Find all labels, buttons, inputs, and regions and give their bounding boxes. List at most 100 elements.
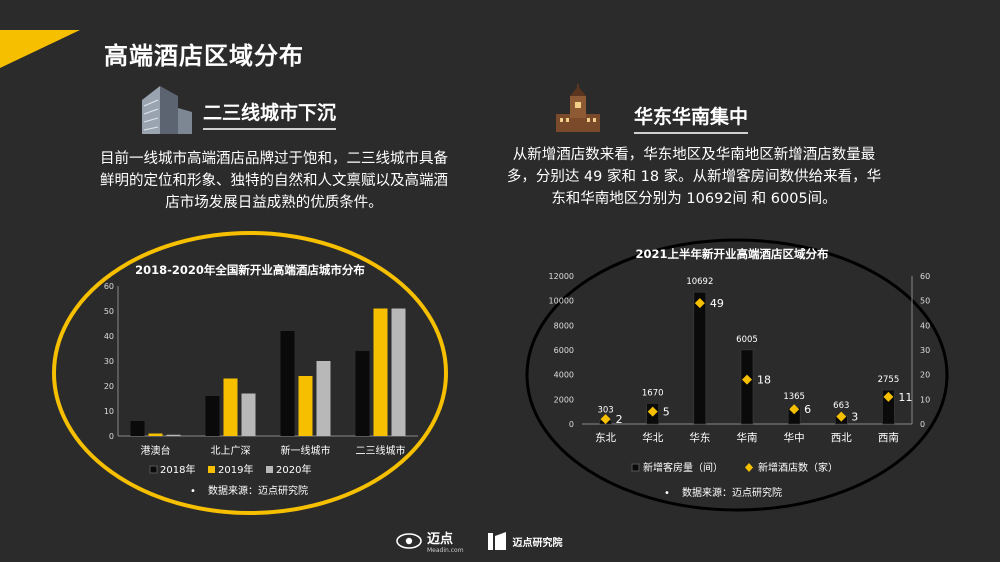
brand2-text: 迈点研究院: [512, 537, 563, 549]
y-tick-label: 2000: [554, 395, 574, 404]
bar-value-label: 6005: [736, 335, 758, 345]
bar: [316, 361, 331, 436]
marker-value-label: 49: [710, 297, 724, 310]
legend-label: 新增酒店数（家）: [758, 461, 838, 474]
bar: [241, 393, 256, 436]
bar-value-label: 2755: [878, 375, 900, 385]
right-paragraph: 从新增酒店数来看，华东地区及华南地区新增酒店数量最多，分别达 49 家和 18 …: [506, 147, 882, 207]
x-tick-label: 新一线城市: [281, 444, 331, 457]
chart-source: 数据来源：迈点研究院: [682, 486, 782, 499]
chart-source: 数据来源：迈点研究院: [208, 484, 308, 497]
brand1-text: 迈点: [427, 532, 454, 547]
bar: [130, 421, 145, 436]
legend-label: 新增客房量（间）: [643, 461, 723, 474]
landmark-icon: [556, 84, 600, 132]
x-tick-label: 港澳台: [141, 444, 171, 457]
x-tick-label: 华北: [642, 431, 663, 444]
y-tick-label: 50: [104, 307, 114, 316]
legend-label: 2018年: [160, 463, 195, 476]
diamond-marker: [742, 374, 752, 385]
diamond-marker: [836, 411, 847, 422]
left-paragraph: 目前一线城市高端酒店品牌过于饱和，二三线城市具备鲜明的定位和形象、独特的自然和人…: [100, 151, 448, 211]
brand1-sub: Meadin.com: [427, 547, 464, 554]
y-tick-label: 12000: [549, 272, 574, 281]
y2-tick-label: 40: [920, 321, 930, 330]
chart-title: 2021上半年新开业高端酒店区域分布: [635, 247, 829, 261]
bar: [740, 349, 754, 425]
bar: [223, 378, 238, 436]
y2-tick-label: 60: [920, 272, 930, 281]
y2-tick-label: 50: [920, 297, 930, 306]
y2-tick-label: 20: [920, 371, 930, 380]
y2-tick-label: 0: [920, 420, 925, 429]
y-tick-label: 60: [104, 282, 114, 291]
y-tick-label: 6000: [554, 346, 574, 355]
x-tick-label: 东北: [595, 431, 617, 444]
y-tick-label: 8000: [554, 321, 574, 330]
y-tick-label: 10: [104, 407, 114, 416]
x-tick-label: 二三线城市: [356, 444, 406, 457]
source-bullet: •: [664, 488, 670, 499]
x-tick-label: 北上广深: [211, 445, 251, 457]
bar-value-label: 663: [833, 401, 849, 411]
legend-label: 2019年: [218, 463, 253, 476]
y2-tick-label: 10: [920, 395, 930, 404]
bar-value-label: 303: [597, 405, 613, 415]
bar: [298, 376, 313, 436]
legend-label: 2020年: [276, 463, 311, 476]
y-tick-label: 20: [104, 382, 114, 391]
region-distribution-chart: 2021上半年新开业高端酒店区域分布 303167010692600513656…: [525, 238, 949, 512]
building-icon: [142, 86, 192, 134]
right-heading: 华东华南集中: [634, 102, 749, 134]
bar: [148, 433, 163, 436]
y-tick-label: 40: [104, 332, 114, 341]
bar: [391, 308, 406, 436]
diamond-marker: [694, 298, 705, 309]
chart-ellipse-frame: [52, 231, 448, 515]
tower-logo-icon: [487, 532, 506, 550]
y-tick-label: 30: [104, 357, 114, 366]
y-tick-label: 4000: [554, 371, 574, 380]
x-tick-label: 西南: [878, 431, 899, 444]
bar: [693, 291, 707, 425]
marker-value-label: 3: [851, 411, 858, 424]
diamond-marker: [600, 414, 611, 425]
bar: [355, 351, 370, 436]
city-distribution-chart: 2018-2020年全国新开业高端酒店城市分布 港澳台 北上广深 新一线城市 二三线城…: [52, 231, 448, 515]
marker-value-label: 2: [616, 413, 623, 426]
bar: [373, 308, 388, 436]
x-tick-label: 华东: [689, 431, 710, 444]
bar-value-label: 1365: [783, 392, 805, 402]
legend-swatch: [631, 463, 640, 472]
diamond-marker: [883, 391, 894, 402]
eye-logo-icon: [396, 533, 422, 549]
legend-diamond: [745, 463, 753, 472]
bar-value-label: 10692: [686, 277, 713, 287]
x-tick-label: 华中: [784, 431, 805, 444]
source-bullet: •: [190, 486, 196, 497]
y-tick-label: 0: [109, 432, 114, 441]
diamond-marker: [647, 406, 658, 417]
corner-accent: [0, 30, 80, 68]
page-title: 高端酒店区域分布: [104, 42, 304, 70]
y2-tick-label: 30: [920, 346, 930, 355]
bar-value-label: 1670: [642, 388, 664, 398]
marker-value-label: 18: [757, 374, 771, 387]
bar: [280, 331, 295, 436]
legend-swatch: [208, 466, 215, 473]
x-tick-label: 西北: [831, 432, 852, 444]
y-tick-label: 10000: [549, 297, 574, 306]
left-heading: 二三线城市下沉: [203, 98, 337, 130]
y-tick-label: 0: [569, 420, 574, 429]
legend-swatch: [149, 465, 158, 474]
bar: [205, 396, 220, 436]
x-tick-label: 华南: [737, 431, 758, 444]
diamond-marker: [789, 404, 800, 415]
marker-value-label: 6: [804, 403, 811, 416]
research-logo: 迈点研究院: [486, 530, 563, 552]
chart-ellipse-frame: [525, 238, 949, 512]
meadin-logo: 迈点 Meadin.com: [396, 528, 464, 554]
marker-value-label: 5: [663, 406, 670, 419]
marker-value-label: 11: [898, 391, 912, 404]
legend-swatch: [266, 466, 273, 473]
